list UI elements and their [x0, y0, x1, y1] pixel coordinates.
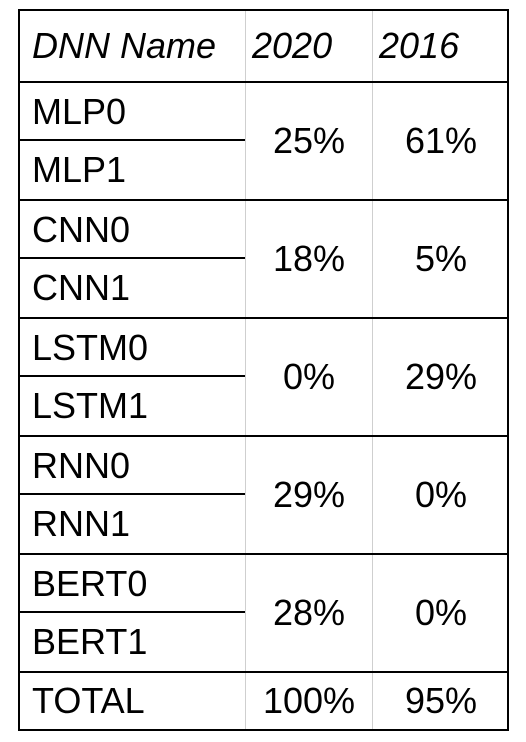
total-label: TOTAL — [32, 680, 145, 721]
row-name: BERT1 — [32, 621, 148, 662]
sub-row-divider — [20, 375, 245, 377]
value-2020: 0% — [282, 356, 336, 397]
row-name: CNN1 — [32, 267, 131, 308]
row-divider — [20, 317, 507, 319]
sub-row-divider — [20, 611, 245, 613]
value-2020: 28% — [272, 592, 346, 633]
header-2020: 2020 — [252, 25, 333, 66]
header-2016: 2016 — [379, 25, 460, 66]
row-name: CNN0 — [32, 209, 131, 250]
value-2016: 61% — [404, 120, 478, 161]
header-dnn-name: DNN Name — [32, 25, 217, 66]
row-divider — [20, 671, 507, 673]
sub-row-divider — [20, 493, 245, 495]
row-divider — [20, 81, 507, 83]
sub-row-divider — [20, 257, 245, 259]
row-name: MLP0 — [32, 91, 127, 132]
value-2016: 29% — [404, 356, 478, 397]
column-divider — [372, 11, 373, 729]
row-name: RNN1 — [32, 503, 131, 544]
row-name: RNN0 — [32, 445, 131, 486]
total-2020: 100% — [262, 680, 356, 721]
value-2020: 18% — [272, 238, 346, 279]
row-name: BERT0 — [32, 563, 148, 604]
value-2016: 0% — [414, 592, 468, 633]
dnn-table: DNN Name 2020 2016 MLP0 MLP1 25% 61% CNN… — [18, 9, 509, 731]
value-2016: 0% — [414, 474, 468, 515]
row-name: LSTM1 — [32, 385, 149, 426]
row-divider — [20, 435, 507, 437]
column-divider — [245, 11, 246, 729]
row-divider — [20, 199, 507, 201]
row-divider — [20, 553, 507, 555]
sub-row-divider — [20, 139, 245, 141]
value-2016: 5% — [414, 238, 468, 279]
row-name: LSTM0 — [32, 327, 149, 368]
total-2016: 95% — [404, 680, 478, 721]
value-2020: 29% — [272, 474, 346, 515]
row-name: MLP1 — [32, 149, 127, 190]
value-2020: 25% — [272, 120, 346, 161]
